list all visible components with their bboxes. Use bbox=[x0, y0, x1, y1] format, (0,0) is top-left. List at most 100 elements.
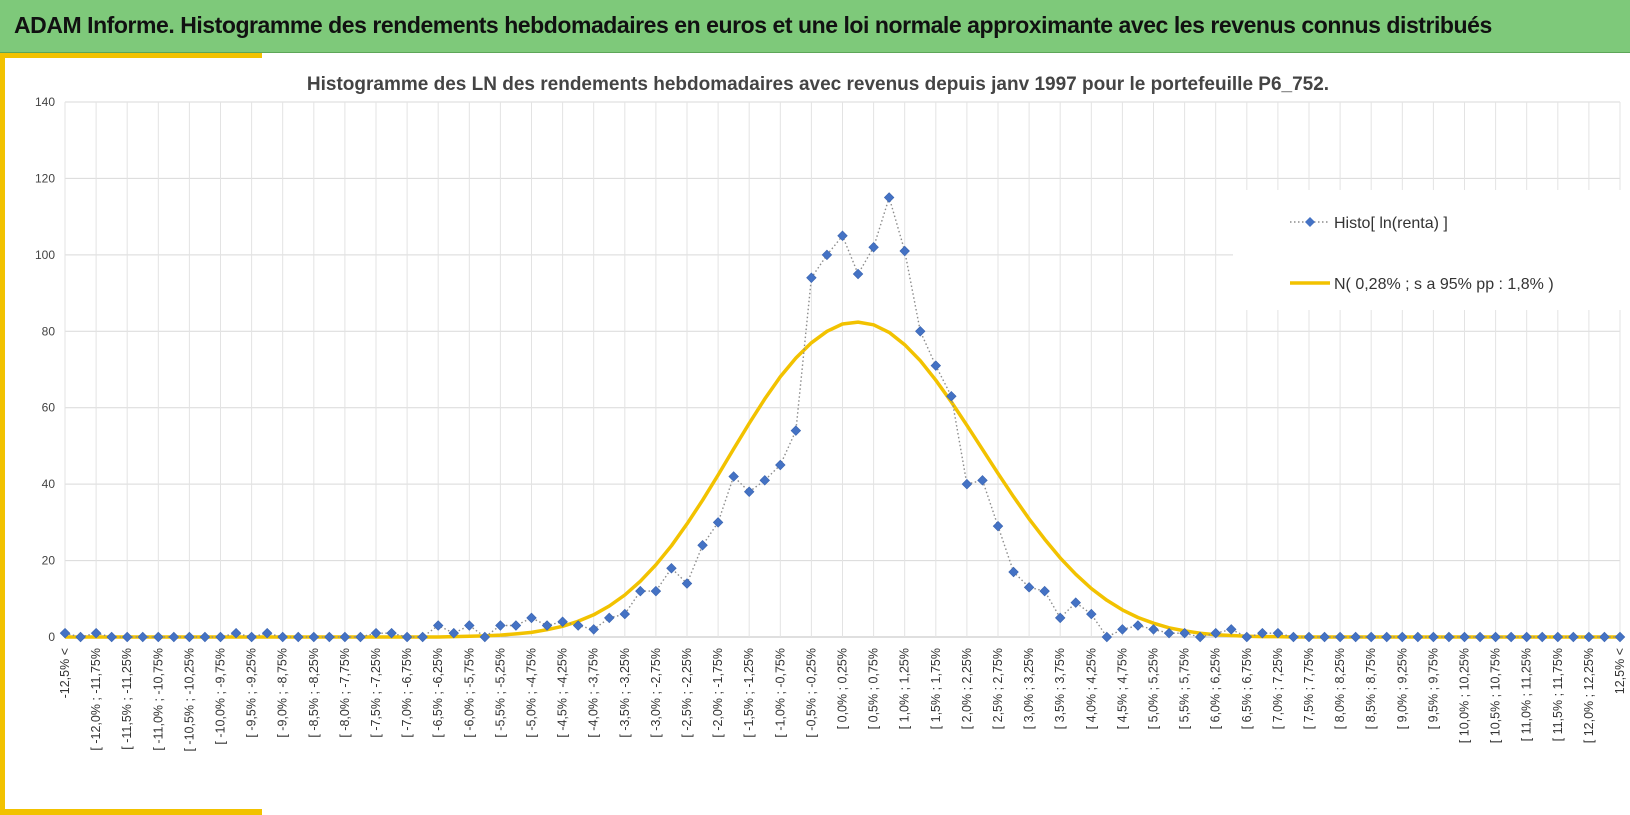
histogram-point bbox=[1101, 631, 1113, 643]
histogram-point bbox=[712, 517, 724, 528]
x-tick-label: [ -7,0% ; -6,75% bbox=[400, 648, 414, 738]
histogram-point bbox=[572, 620, 584, 631]
histogram-point bbox=[1303, 631, 1315, 643]
histogram-point bbox=[324, 631, 335, 643]
x-tick-label: [ -10,5% ; -10,25% bbox=[182, 648, 196, 752]
histogram-point bbox=[728, 471, 739, 482]
chart-series bbox=[59, 192, 1626, 643]
histogram-point bbox=[915, 326, 926, 337]
x-tick-label: [ 1,0% ; 1,25% bbox=[898, 648, 912, 729]
histogram-point bbox=[541, 620, 553, 631]
histogram-point bbox=[386, 627, 397, 639]
histogram-point bbox=[619, 608, 631, 620]
chart-title: Histogramme des LN des rendements hebdom… bbox=[307, 74, 1329, 95]
x-tick-label: [ -6,0% ; -5,75% bbox=[462, 648, 476, 738]
histogram-point bbox=[215, 631, 226, 643]
histogram-point bbox=[697, 540, 708, 551]
x-tick-label: [ 0,5% ; 0,75% bbox=[867, 648, 881, 729]
histogram-point bbox=[1350, 631, 1361, 643]
histogram-point bbox=[775, 459, 786, 471]
histogram-point bbox=[1443, 631, 1455, 643]
x-tick-label: [ 2,0% ; 2,25% bbox=[960, 648, 974, 729]
histogram-point bbox=[90, 627, 102, 639]
histogram-point bbox=[759, 475, 770, 486]
y-tick-label: 140 bbox=[35, 95, 55, 109]
histogram-point bbox=[199, 631, 211, 643]
x-tick-label: [ 4,0% ; 4,25% bbox=[1084, 648, 1098, 729]
x-tick-label: [ -4,5% ; -4,25% bbox=[556, 648, 570, 738]
x-tick-label: [ -8,0% ; -7,75% bbox=[338, 648, 352, 738]
x-tick-label: [ 8,0% ; 8,25% bbox=[1333, 648, 1347, 729]
histogram-point bbox=[1412, 631, 1424, 643]
x-tick-label: [ -2,5% ; -2,25% bbox=[680, 648, 694, 738]
accent-bar-bottom bbox=[0, 809, 262, 815]
histogram-point bbox=[1272, 627, 1284, 639]
x-tick-label: [ 8,5% ; 8,75% bbox=[1364, 648, 1378, 729]
histogram-point bbox=[1397, 631, 1408, 643]
x-tick-label: -12,5% < bbox=[58, 648, 72, 698]
y-axis-ticks: 0 20 40 60 80 100 120 140 bbox=[35, 95, 55, 644]
x-tick-label: [ 2,5% ; 2,75% bbox=[991, 648, 1005, 729]
histogram-point bbox=[821, 249, 833, 261]
x-tick-label: [ -10,0% ; -9,75% bbox=[214, 648, 228, 745]
histogram-point bbox=[1599, 631, 1610, 643]
x-tick-label: [ -9,0% ; -8,75% bbox=[276, 648, 290, 738]
x-tick-label: [ 9,5% ; 9,75% bbox=[1426, 648, 1440, 729]
x-tick-label: [ -11,5% ; -11,25% bbox=[120, 648, 134, 750]
x-tick-label: [ -7,5% ; -7,25% bbox=[369, 648, 383, 738]
histogram-point bbox=[1365, 631, 1377, 643]
histogram-point bbox=[432, 620, 444, 631]
histogram-point bbox=[650, 585, 662, 597]
histogram-point bbox=[370, 627, 382, 639]
x-tick-label: [ 9,0% ; 9,25% bbox=[1395, 648, 1409, 729]
histogram-point bbox=[137, 631, 148, 643]
histogram-point bbox=[339, 631, 351, 643]
histogram-point bbox=[1117, 624, 1128, 635]
histogram-point bbox=[1288, 631, 1299, 643]
histogram-point bbox=[588, 624, 599, 635]
x-tick-label: [ 0,0% ; 0,25% bbox=[836, 648, 850, 729]
histogram-point bbox=[899, 245, 910, 257]
histogram-point bbox=[401, 631, 413, 643]
x-tick-label: [ 7,0% ; 7,25% bbox=[1271, 648, 1285, 729]
histogram-point bbox=[852, 268, 864, 280]
x-tick-label: [ 11,0% ; 11,25% bbox=[1520, 648, 1534, 741]
histogram-point bbox=[1474, 631, 1486, 643]
x-tick-label: [ 6,0% ; 6,25% bbox=[1209, 648, 1223, 729]
histogram-point bbox=[106, 631, 117, 643]
histogram-point bbox=[308, 631, 320, 643]
histogram-point bbox=[1210, 627, 1221, 639]
histogram-point bbox=[604, 612, 615, 624]
histogram-point bbox=[1568, 631, 1579, 643]
report-title: ADAM Informe. Histogramme des rendements… bbox=[14, 12, 1492, 38]
x-tick-label: [ -1,0% ; -0,75% bbox=[773, 648, 787, 738]
histogram-point bbox=[1505, 631, 1517, 643]
x-tick-label: [ 10,0% ; 10,25% bbox=[1458, 648, 1472, 743]
histogram-point bbox=[1521, 631, 1532, 643]
x-tick-label: [ -2,0% ; -1,75% bbox=[711, 648, 725, 738]
histogram-point bbox=[946, 391, 957, 402]
legend-histo-marker bbox=[1305, 217, 1315, 227]
x-tick-label: [ -11,0% ; -10,75% bbox=[151, 648, 165, 751]
histogram-point bbox=[1054, 612, 1066, 624]
histogram-point bbox=[992, 520, 1004, 532]
legend-histo-label: Histo[ ln(renta) ] bbox=[1334, 215, 1448, 232]
histogram-point bbox=[1226, 624, 1237, 635]
y-tick-label: 60 bbox=[42, 401, 56, 415]
histogram-point bbox=[1163, 627, 1175, 639]
histogram-point bbox=[75, 631, 86, 643]
y-tick-label: 100 bbox=[35, 248, 55, 262]
histogram-point bbox=[1583, 631, 1595, 643]
histogram-point bbox=[277, 631, 288, 643]
histogram-point bbox=[1039, 585, 1050, 597]
chart-legend: Histo[ ln(renta) ] N( 0,28% ; s a 95% pp … bbox=[1233, 190, 1623, 310]
legend-normal-label: N( 0,28% ; s a 95% pp : 1,8% ) bbox=[1334, 276, 1554, 293]
histogram-point bbox=[464, 620, 475, 631]
histogram-point bbox=[1381, 631, 1392, 643]
histogram-point bbox=[1319, 631, 1330, 643]
x-tick-label: [ 7,5% ; 7,75% bbox=[1302, 648, 1316, 729]
histogram-point bbox=[1132, 620, 1144, 631]
y-tick-label: 120 bbox=[35, 171, 55, 185]
